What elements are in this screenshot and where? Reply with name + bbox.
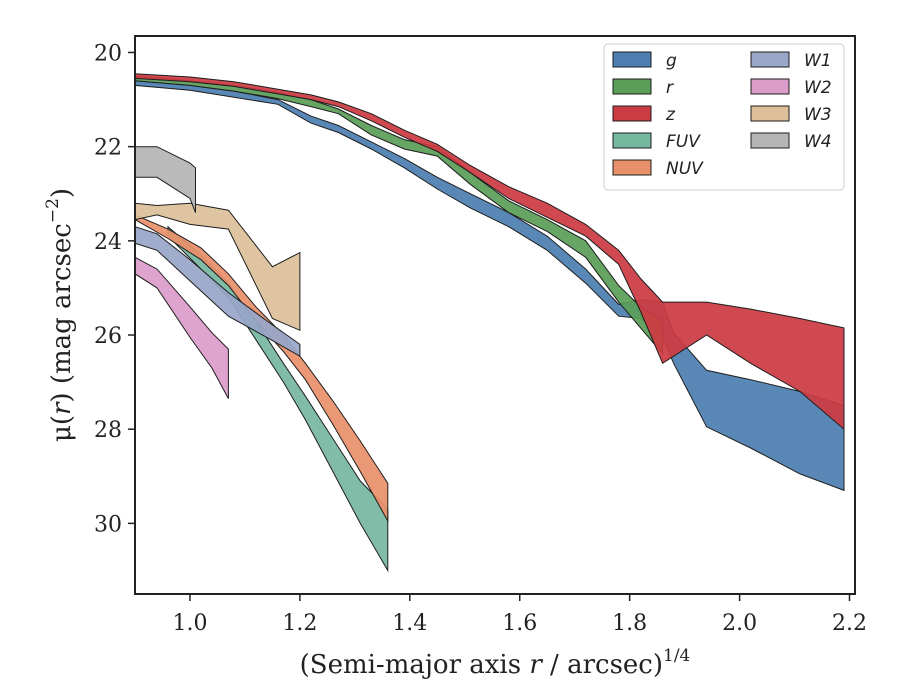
y-tick-label: 22 — [94, 136, 122, 161]
legend: grz FUV NUV W1 W2 W3 W4 — [603, 43, 845, 191]
legend-label: z — [665, 105, 676, 125]
band-w3 — [134, 202, 301, 332]
legend-swatch — [612, 132, 652, 149]
legend-item-z: z — [612, 105, 676, 125]
band-g — [134, 80, 845, 492]
x-tick-label: 1.4 — [392, 611, 427, 636]
legend-item-w4: W4 — [750, 132, 832, 152]
x-axis-ticks: 1.0 1.2 1.4 1.6 1.8 2.0 2.2 — [172, 594, 867, 636]
legend-swatch — [612, 105, 652, 122]
legend-swatch — [750, 105, 790, 122]
band-w1 — [134, 226, 301, 358]
legend-label: W3 — [804, 105, 832, 125]
legend-label: r — [666, 78, 674, 98]
legend-swatch — [612, 78, 652, 95]
x-tick-label: 1.8 — [612, 611, 647, 636]
y-tick-label: 26 — [94, 324, 122, 349]
legend-item-w2: W2 — [750, 78, 832, 98]
legend-swatch — [750, 132, 790, 149]
legend-item-w1: W1 — [750, 51, 832, 71]
legend-swatch — [612, 51, 652, 68]
x-tick-label: 2.0 — [722, 611, 757, 636]
x-axis-label: (Semi-major axis r / arcsec)1/4 — [300, 646, 691, 680]
legend-item-nuv: NUV — [612, 159, 704, 179]
legend-label: g — [666, 51, 677, 71]
plot-frame — [134, 35, 856, 595]
legend-label: NUV — [666, 159, 704, 179]
legend-swatch — [750, 78, 790, 95]
band-z — [134, 73, 845, 431]
legend-label: W1 — [804, 51, 832, 71]
y-axis-ticks: 20 22 24 26 28 30 — [94, 41, 135, 537]
x-tick-label: 1.6 — [502, 611, 537, 636]
y-tick-label: 20 — [94, 41, 122, 66]
legend-label: W2 — [804, 78, 832, 98]
legend-item-fuv: FUV — [612, 132, 701, 152]
y-axis-label: μ(r) (mag arcsec−2) — [43, 188, 77, 442]
legend-item-w3: W3 — [750, 105, 832, 125]
x-tick-label: 2.2 — [832, 611, 867, 636]
x-tick-label: 1.2 — [282, 611, 317, 636]
legend-label: FUV — [666, 132, 701, 152]
legend-item-g: g — [612, 51, 677, 71]
y-tick-label: 28 — [94, 418, 122, 443]
y-tick-label: 30 — [94, 512, 122, 537]
profile-bands — [134, 73, 845, 573]
legend-swatch — [750, 51, 790, 68]
x-tick-label: 1.0 — [172, 611, 207, 636]
y-tick-label: 24 — [94, 230, 122, 255]
legend-label: W4 — [804, 132, 832, 152]
band-w2 — [134, 256, 229, 399]
legend-swatch — [612, 159, 652, 176]
band-nuv — [134, 214, 389, 523]
band-w4 — [134, 146, 196, 213]
legend-item-r: r — [612, 78, 674, 98]
